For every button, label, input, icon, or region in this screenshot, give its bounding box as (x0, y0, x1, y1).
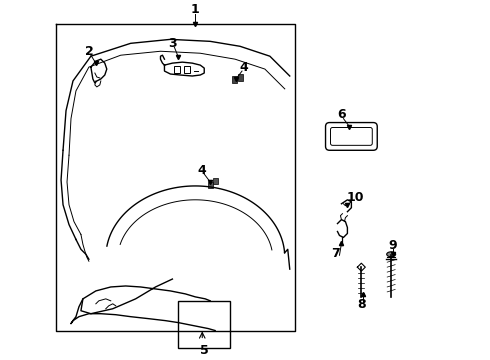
Text: 2: 2 (84, 45, 93, 58)
Text: 10: 10 (346, 191, 364, 204)
Text: 7: 7 (331, 247, 340, 260)
Text: 9: 9 (389, 239, 397, 252)
Bar (238, 74, 243, 81)
Bar (213, 178, 218, 184)
Bar (174, 66, 180, 73)
Text: 8: 8 (357, 298, 366, 311)
Text: 4: 4 (240, 60, 248, 73)
Text: 6: 6 (337, 108, 346, 121)
Ellipse shape (387, 252, 395, 257)
Text: 4: 4 (198, 163, 207, 177)
Bar (232, 76, 237, 83)
Text: 5: 5 (200, 344, 209, 357)
Text: 1: 1 (191, 3, 199, 16)
Text: 3: 3 (168, 37, 177, 50)
Bar (184, 66, 190, 73)
Bar (178, 301, 230, 348)
Bar (208, 182, 213, 188)
